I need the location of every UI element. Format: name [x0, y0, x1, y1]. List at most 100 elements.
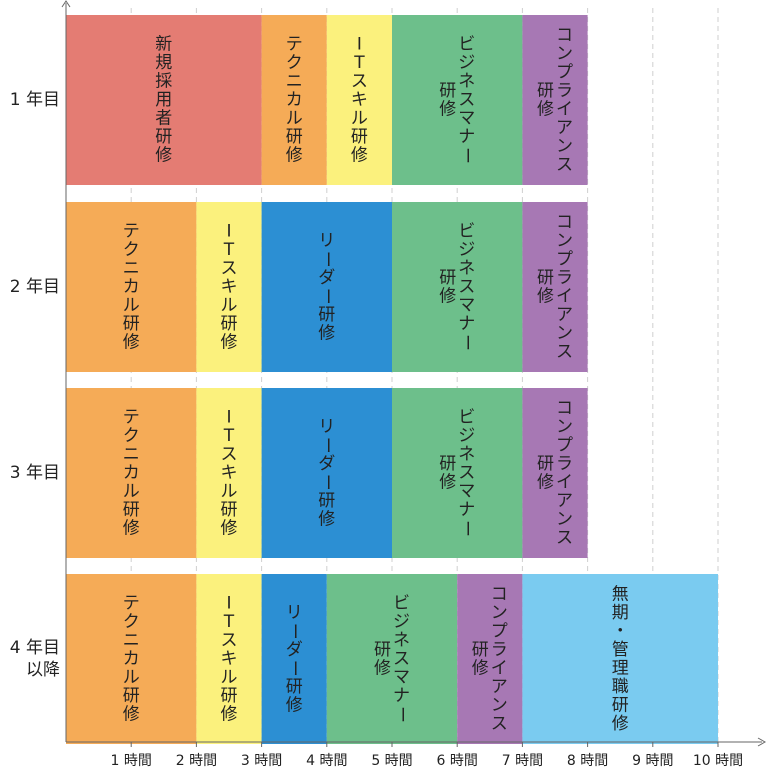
bar-label-char: ク — [123, 426, 140, 446]
bar-label-char: ル — [221, 296, 238, 316]
bar-label-char: 採 — [155, 72, 172, 92]
bar-label-char: テ — [123, 408, 140, 428]
bar-label-char: ジ — [458, 426, 475, 446]
bar-label-char: ー — [317, 474, 337, 491]
bar-label-char: ダ — [286, 640, 303, 660]
bar-label-char: ニ — [123, 631, 140, 651]
bar-label-char: ジ — [458, 53, 475, 73]
bar-segment-rect — [522, 202, 588, 372]
bar-label-char: ス — [556, 528, 573, 548]
bar-segment-rect — [392, 388, 523, 558]
x-tick-label: 1 時間 — [111, 753, 152, 769]
bar-segment-rect — [392, 202, 523, 372]
bar-label-char: ラ — [556, 81, 573, 101]
bar-label-char: キ — [221, 277, 238, 297]
bar-label-char: キ — [221, 649, 238, 669]
bar-label-char: ー — [317, 437, 337, 454]
x-tick-label: 2 時間 — [176, 753, 217, 769]
bar-label-char: ジ — [393, 612, 410, 632]
bar-label-char: ナ — [393, 686, 410, 706]
bar-label-char: 修 — [318, 509, 335, 529]
bar-label-char: ア — [556, 491, 573, 511]
bar-label-char: ン — [491, 603, 508, 623]
bar-label-char: 無 — [612, 584, 629, 604]
bar-label-char: ア — [556, 305, 573, 325]
bar-label-char: ナ — [458, 500, 475, 520]
bar-label-char: テ — [123, 594, 140, 614]
bar-label-char: 管 — [612, 640, 629, 660]
bar-label-char: 理 — [612, 658, 629, 678]
bar-label-char: I — [226, 222, 231, 242]
bar-label-char: ー — [284, 623, 304, 640]
bar-label: 研修 — [439, 81, 456, 120]
bar-label-char: リ — [318, 417, 335, 437]
bar-label-char: T — [223, 240, 235, 260]
bar-label-char: 修 — [351, 146, 368, 166]
bar-label: 研修 — [537, 454, 554, 493]
x-tick-label: 8 時間 — [567, 753, 608, 769]
row-label: 2 年目 — [10, 277, 60, 297]
bar-label: 研修 — [439, 268, 456, 307]
bar-segment-rect — [522, 388, 588, 558]
bar-label-char: 修 — [221, 705, 238, 725]
bar-label-char: ビ — [393, 594, 410, 614]
bar-label-char: 修 — [612, 714, 629, 734]
bar-label-char: キ — [221, 463, 238, 483]
bar-label-char: ク — [286, 53, 303, 73]
bar-label-char: 研 — [221, 314, 238, 334]
x-tick-labels: 1 時間 2 時間 3 時間 4 時間 5 時間 6 時間 7 時間 8 時間 9 時間 10 時… — [111, 753, 744, 769]
bar-label-char: 修 — [439, 99, 456, 119]
bar-label-char: 修 — [155, 146, 172, 166]
x-tick-label: 6 時間 — [437, 753, 478, 769]
x-tick-label: 9 時間 — [632, 753, 673, 769]
bar-label-char: ビ — [458, 408, 475, 428]
bar-label-char: ル — [123, 668, 140, 688]
bar-label-char: 研 — [318, 491, 335, 511]
bar-segment-rect — [326, 15, 392, 185]
bar-label-char: ス — [221, 259, 238, 279]
bar-label-char: 者 — [155, 109, 172, 129]
bar-label-char: ク — [123, 240, 140, 260]
bar-label-char: マ — [458, 482, 475, 502]
bar-label-char: 職 — [612, 677, 629, 697]
bar-label-char: イ — [556, 99, 573, 119]
bar-label-char: 新 — [155, 35, 172, 55]
bar-label-char: ク — [123, 612, 140, 632]
bar-label-char: ニ — [286, 72, 303, 92]
bar-label-char: プ — [556, 249, 573, 269]
bar-label-char: ン — [556, 231, 573, 251]
bar-label-char: ビ — [458, 35, 475, 55]
bar-label-char: ー — [457, 147, 477, 164]
bar-label-char: ス — [458, 463, 475, 483]
bars: 新規採用者研修テクニカル研修ITスキル研修ビジネスマナー研修コンプライアンス研修… — [66, 15, 718, 744]
bar-label-char: 研 — [123, 500, 140, 520]
bar-label-char: I — [226, 594, 231, 614]
bar-label-char: マ — [458, 109, 475, 129]
bar-label-char: コ — [556, 25, 573, 45]
bar-segment-rect — [261, 202, 392, 372]
x-axis-arrow — [757, 737, 767, 747]
bar-label-char: プ — [491, 621, 508, 641]
bar-label-char: ン — [491, 695, 508, 715]
row-label: 以降 — [26, 660, 60, 680]
bar-label-char: コ — [556, 398, 573, 418]
bar-label-char: ス — [458, 90, 475, 110]
bar-label-char: 修 — [537, 99, 554, 119]
bar-label-char: プ — [556, 62, 573, 82]
